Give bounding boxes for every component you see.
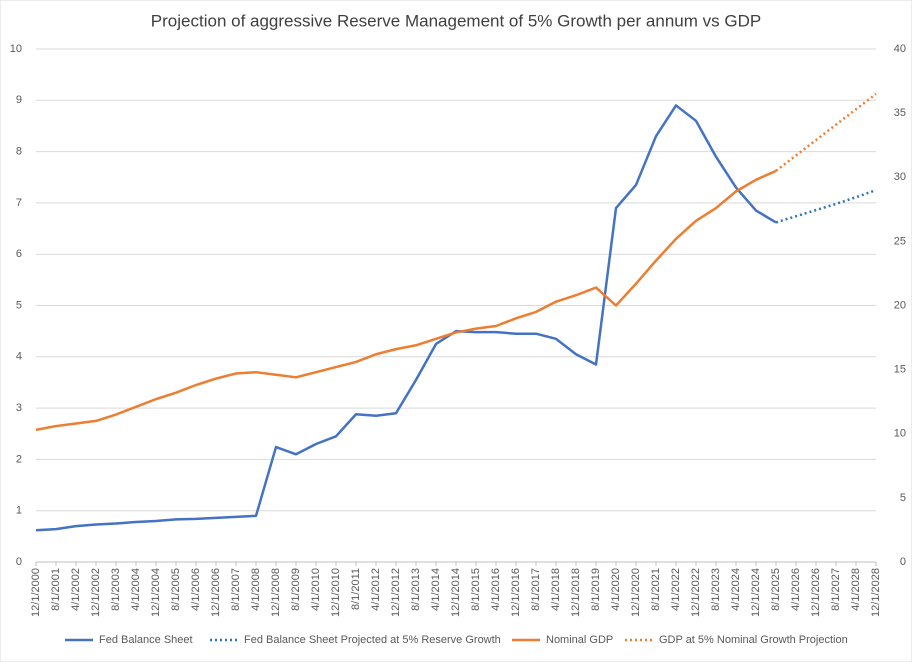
x-tick-label: 4/1/2018 [550, 568, 562, 611]
x-tick-label: 4/1/2022 [670, 568, 682, 611]
y2-tick-label: 15 [894, 364, 906, 376]
x-tick-label: 12/1/2000 [30, 568, 42, 617]
legend-label: Fed Balance Sheet Projected at 5% Reserv… [244, 634, 501, 646]
y-tick-label: 7 [16, 197, 22, 209]
x-tick-label: 8/1/2015 [470, 568, 482, 611]
x-tick-label: 8/1/2001 [50, 568, 62, 611]
y2-tick-label: 10 [894, 428, 906, 440]
legend-label: Fed Balance Sheet [99, 634, 193, 646]
x-tick-label: 4/1/2012 [370, 568, 382, 611]
x-tick-label: 8/1/2007 [230, 568, 242, 611]
x-tick-label: 12/1/2012 [390, 568, 402, 617]
series-line [775, 92, 877, 172]
y-tick-label: 1 [16, 505, 22, 517]
y-tick-label: 8 [16, 146, 22, 158]
x-tick-label: 4/1/2026 [790, 568, 802, 611]
x-tick-label: 4/1/2006 [190, 568, 202, 611]
x-tick-label: 12/1/2016 [510, 568, 522, 617]
x-tick-label: 12/1/2026 [810, 568, 822, 617]
y-tick-label: 5 [16, 299, 22, 311]
x-tick-label: 12/1/2028 [870, 568, 882, 617]
x-tick-label: 12/1/2004 [150, 568, 162, 617]
x-tick-label: 12/1/2024 [750, 568, 762, 617]
y2-tick-label: 25 [894, 235, 906, 247]
x-tick-label: 8/1/2005 [170, 568, 182, 611]
y2-tick-label: 0 [900, 556, 906, 568]
y-tick-label: 3 [16, 402, 22, 414]
x-tick-label: 8/1/2009 [290, 568, 302, 611]
x-tick-label: 4/1/2002 [70, 568, 82, 611]
x-tick-label: 4/1/2024 [730, 568, 742, 611]
y-tick-label: 9 [16, 94, 22, 106]
x-tick-label: 8/1/2011 [350, 568, 362, 610]
x-tick-label: 12/1/2014 [450, 568, 462, 617]
x-tick-label: 8/1/2017 [530, 568, 542, 611]
x-tick-label: 8/1/2023 [710, 568, 722, 611]
legend-label: GDP at 5% Nominal Growth Projection [659, 634, 848, 646]
y2-tick-label: 5 [900, 492, 906, 504]
y-tick-label: 6 [16, 248, 22, 260]
x-tick-label: 8/1/2021 [650, 568, 662, 611]
x-tick-label: 8/1/2027 [830, 568, 842, 611]
x-tick-label: 4/1/2016 [490, 568, 502, 611]
x-tick-label: 4/1/2008 [250, 568, 262, 611]
x-tick-label: 12/1/2018 [570, 568, 582, 617]
chart-title: Projection of aggressive Reserve Managem… [151, 11, 761, 30]
x-tick-label: 4/1/2014 [430, 568, 442, 611]
y-tick-label: 0 [16, 556, 22, 568]
x-tick-label: 4/1/2028 [850, 568, 862, 611]
x-tick-label: 4/1/2010 [310, 568, 322, 611]
y-tick-label: 2 [16, 453, 22, 465]
x-tick-label: 4/1/2020 [610, 568, 622, 611]
y2-tick-label: 20 [894, 299, 906, 311]
x-tick-label: 8/1/2019 [590, 568, 602, 611]
x-tick-label: 12/1/2020 [630, 568, 642, 617]
y2-tick-label: 40 [894, 43, 906, 55]
series-line [35, 169, 777, 432]
y2-tick-label: 35 [894, 107, 906, 119]
x-tick-label: 8/1/2013 [410, 568, 422, 611]
y-tick-label: 10 [10, 43, 22, 55]
x-tick-label: 12/1/2006 [210, 568, 222, 617]
x-tick-label: 12/1/2010 [330, 568, 342, 617]
x-tick-label: 12/1/2008 [270, 568, 282, 617]
x-tick-label: 12/1/2022 [690, 568, 702, 617]
legend-label: Nominal GDP [546, 634, 613, 646]
y2-tick-label: 30 [894, 171, 906, 183]
x-tick-label: 4/1/2004 [130, 568, 142, 611]
series-line [35, 104, 777, 532]
y-tick-label: 4 [16, 351, 22, 363]
x-tick-label: 12/1/2002 [90, 568, 102, 617]
x-tick-label: 8/1/2003 [110, 568, 122, 611]
x-tick-label: 8/1/2025 [770, 568, 782, 611]
